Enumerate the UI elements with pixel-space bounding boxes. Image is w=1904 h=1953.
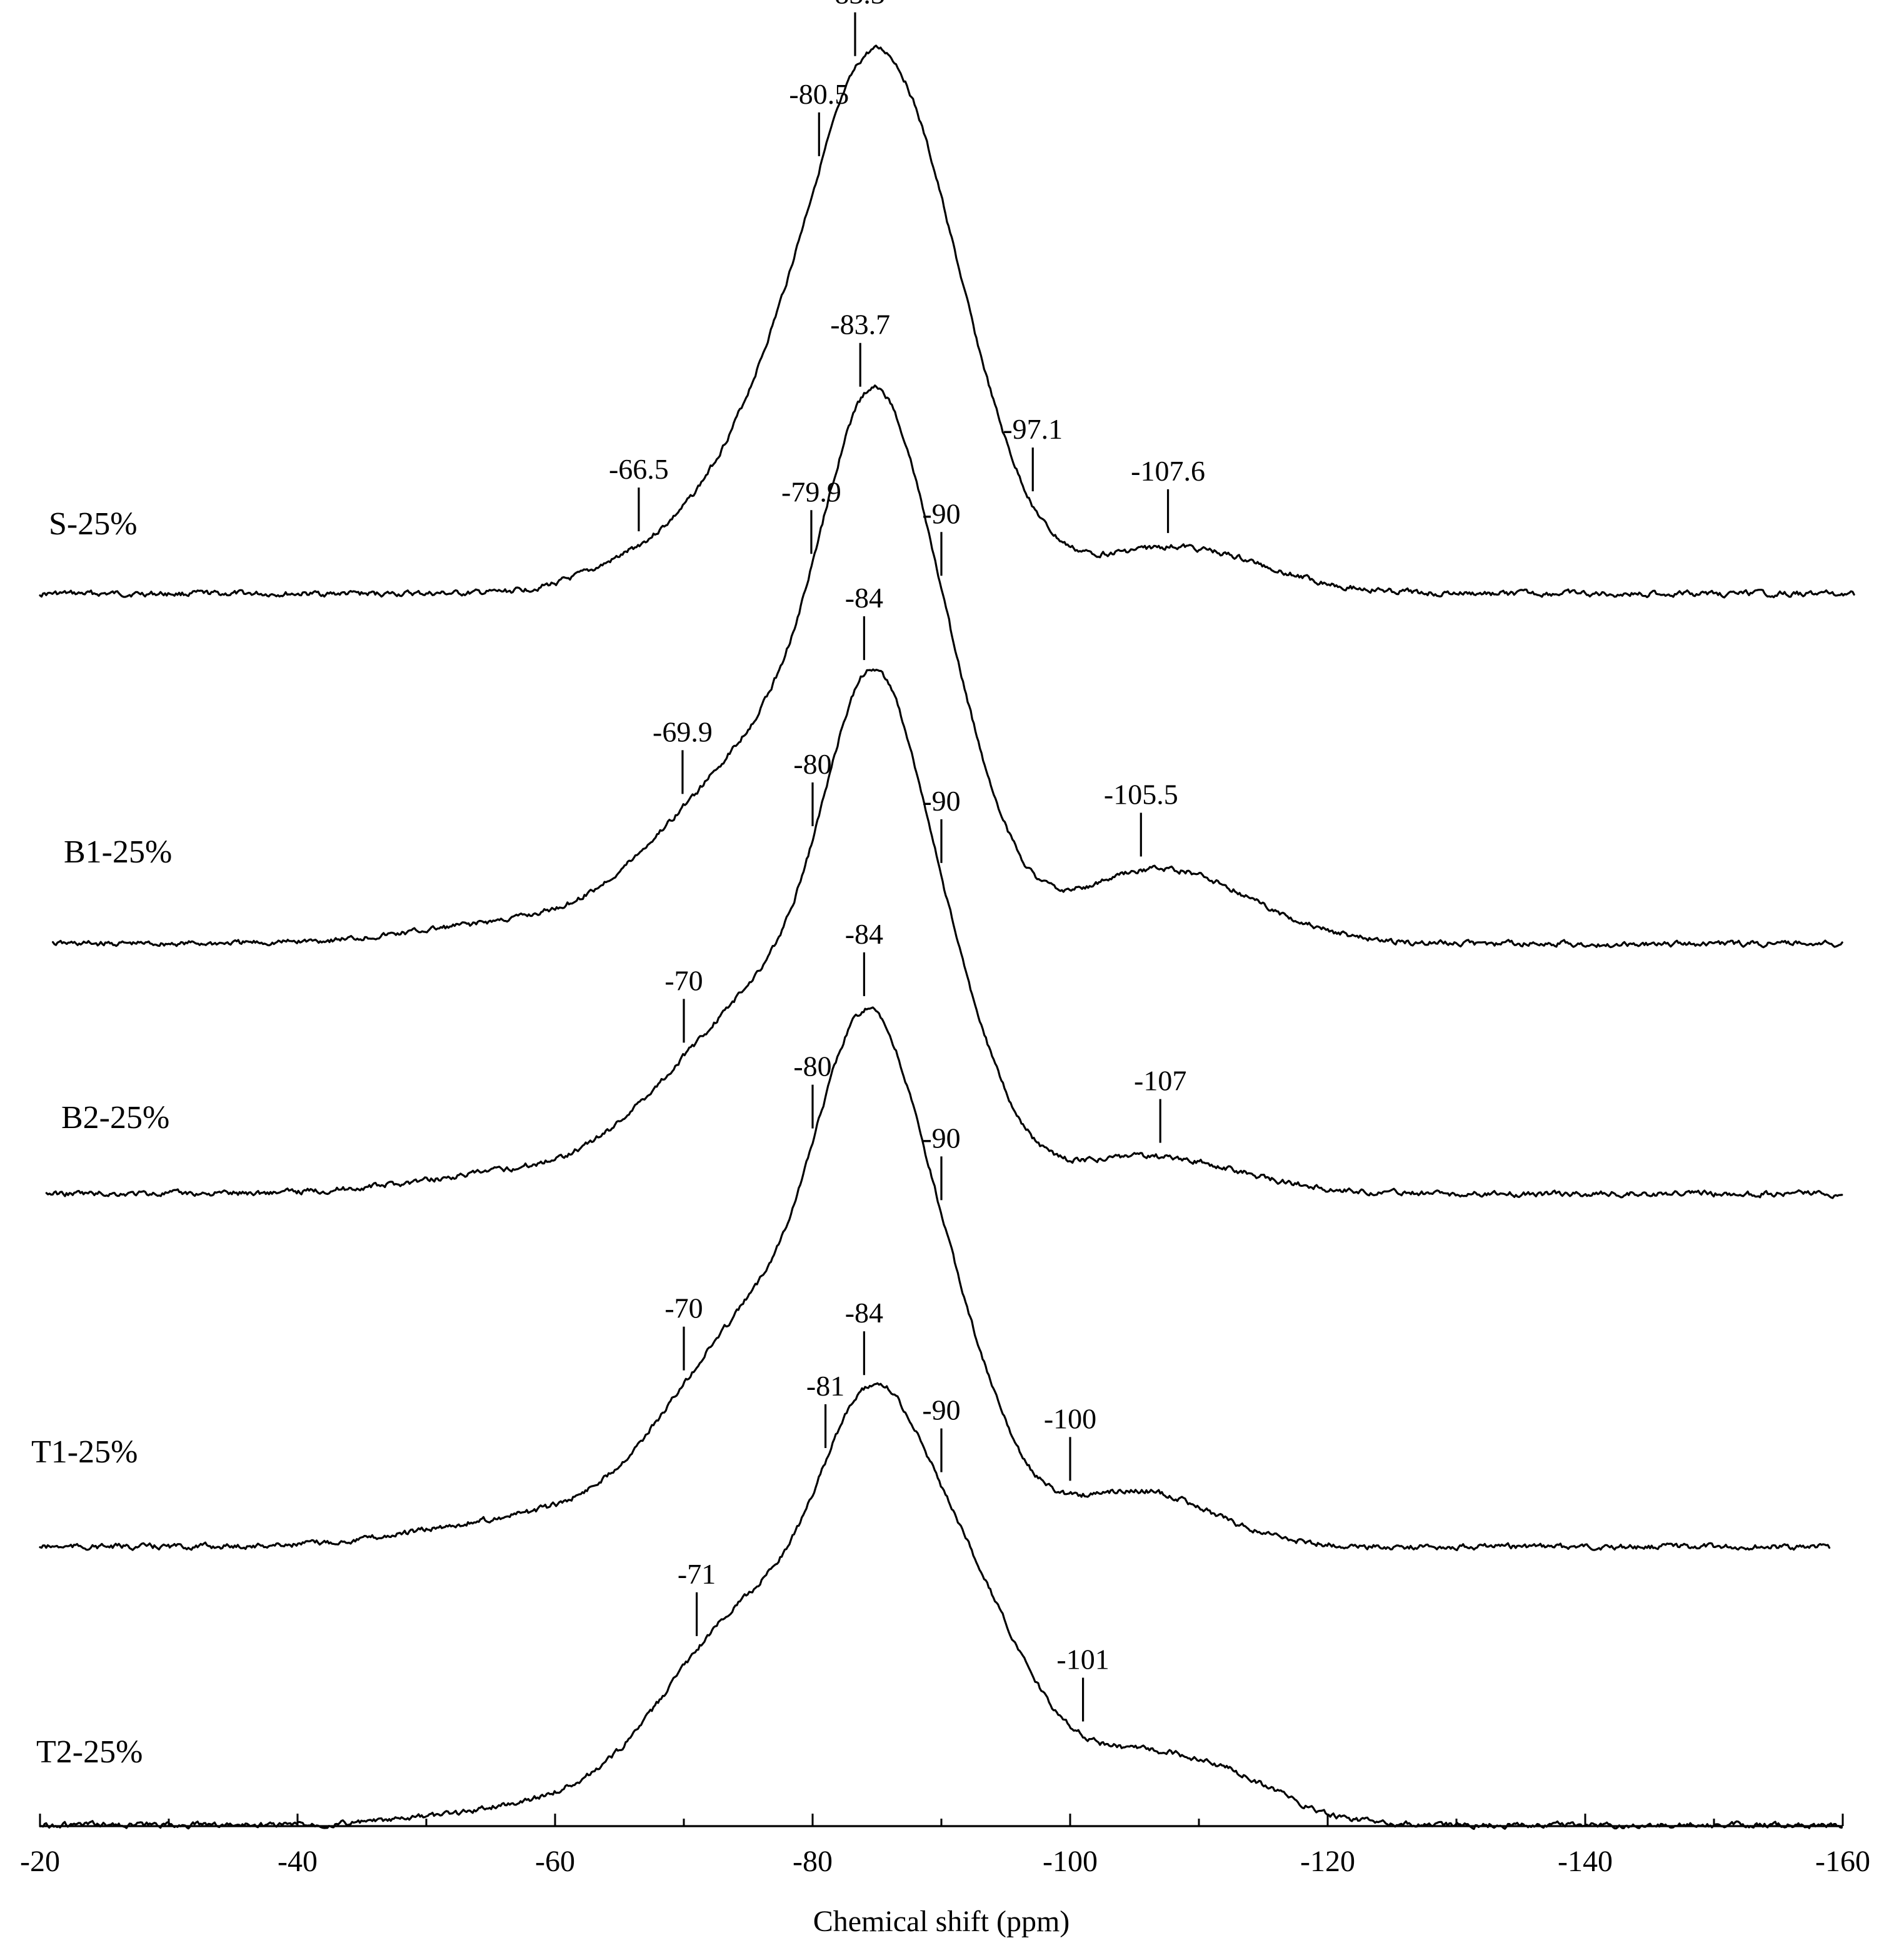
peak-label: -101 <box>1056 1644 1109 1676</box>
peak-label: -84 <box>845 918 883 950</box>
spectrum-line-t1-25pct <box>39 1006 1831 1551</box>
peak-label: -107 <box>1134 1065 1186 1097</box>
series-label: S-25% <box>49 506 138 542</box>
spectra-layer: S-25% B1-25% B2-25% T1-25% T2-25% <box>31 44 1855 1831</box>
peak-markers-layer: -66.5 -80.5 -83.3 -97.1 -107.6 -69.9 -79.9 -83.… <box>609 0 1205 1722</box>
peak-label: -90 <box>922 785 960 817</box>
peak-label: -71 <box>678 1558 716 1590</box>
x-tick-label: -40 <box>278 1845 318 1878</box>
peak-label: -81 <box>806 1370 844 1402</box>
peak-label: -90 <box>922 497 960 529</box>
peak-label: -84 <box>845 582 883 614</box>
x-axis: -20 -40 -60 -80 -100 -120 -140 -160 <box>20 1814 1870 1878</box>
spectrum-line-b1-25pct <box>52 384 1843 949</box>
peak-label: -80 <box>793 1051 831 1082</box>
series-label: B1-25% <box>64 834 172 870</box>
peak-label: -70 <box>664 1292 703 1324</box>
peak-label: -66.5 <box>609 453 669 485</box>
x-tick-label: -140 <box>1558 1845 1613 1878</box>
x-tick-label: -60 <box>535 1845 575 1878</box>
peak-label: -70 <box>664 964 703 996</box>
peak-label: -105.5 <box>1104 779 1178 811</box>
peak-label: -83.7 <box>830 309 890 341</box>
x-tick-label: -100 <box>1043 1845 1098 1878</box>
x-axis-label: Chemical shift (ppm) <box>813 1905 1070 1938</box>
spectrum-line-b2-25pct <box>45 668 1843 1199</box>
series-label: T1-25% <box>31 1434 138 1470</box>
series-label: B2-25% <box>61 1100 169 1136</box>
peak-label: -80 <box>793 748 831 780</box>
x-tick-label: -20 <box>20 1845 60 1878</box>
peak-label: -80.5 <box>789 78 849 110</box>
peak-label: -69.9 <box>653 716 713 747</box>
peak-label: -97.1 <box>1003 413 1063 445</box>
peak-label: -83.3 <box>825 0 885 10</box>
series-label: T2-25% <box>36 1734 143 1770</box>
peak-label: -107.6 <box>1131 455 1205 487</box>
peak-label: -79.9 <box>781 476 841 507</box>
x-tick-label: -80 <box>793 1845 833 1878</box>
x-tick-label: -120 <box>1300 1845 1355 1878</box>
peak-label: -84 <box>845 1297 883 1329</box>
x-tick-label: -160 <box>1815 1845 1870 1878</box>
peak-label: -100 <box>1044 1402 1096 1434</box>
spectrum-line-s-25pct <box>39 44 1855 599</box>
peak-label: -90 <box>922 1394 960 1426</box>
peak-label: -90 <box>922 1122 960 1154</box>
